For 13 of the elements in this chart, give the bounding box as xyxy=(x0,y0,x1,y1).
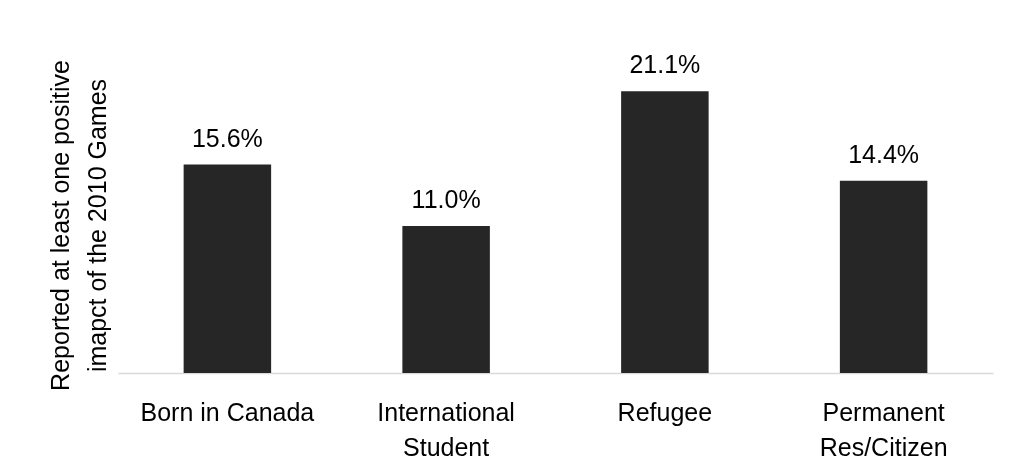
x-tick-label: Refugee xyxy=(617,397,713,426)
x-tick-label: International Student xyxy=(377,397,515,461)
bar xyxy=(621,91,709,373)
data-label: 14.4% xyxy=(848,139,920,168)
bar xyxy=(183,164,272,373)
data-label: 21.1% xyxy=(629,50,701,79)
x-tick-label: Born in Canada xyxy=(140,397,315,426)
x-tick-label: Permanent Res/Citizen xyxy=(819,397,948,461)
data-label: 11.0% xyxy=(411,185,481,214)
bar xyxy=(839,180,928,373)
data-label: 15.6% xyxy=(191,123,263,152)
bar xyxy=(402,226,490,373)
y-axis-title: Reported at least one positive imapct of the 2010 Games xyxy=(45,60,111,391)
